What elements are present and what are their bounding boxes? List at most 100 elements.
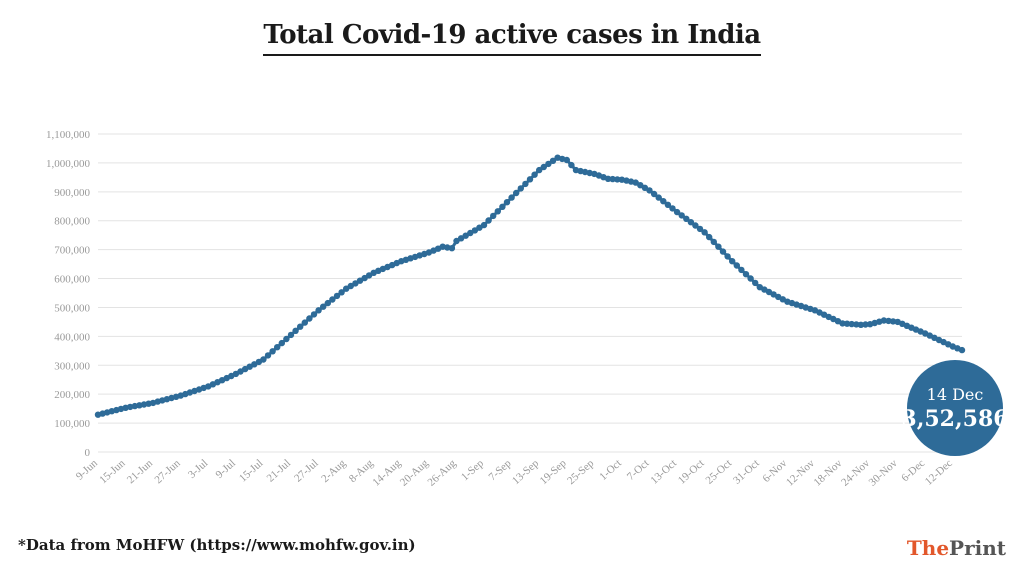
y-tick-label: 600,000 (54, 274, 90, 286)
data-point (287, 331, 295, 339)
x-tick-label: 2-Aug (319, 457, 348, 485)
x-tick-label: 26-Aug (425, 457, 458, 489)
x-tick-label: 31-Oct (731, 457, 762, 486)
y-tick-label: 700,000 (54, 245, 90, 257)
data-point (687, 219, 695, 226)
data-point (655, 194, 662, 201)
data-point (701, 229, 708, 236)
y-tick-label: 0 (85, 447, 91, 459)
y-tick-label: 200,000 (54, 389, 90, 401)
x-tick-label: 9-Jun (74, 457, 101, 483)
x-tick-label: 30-Nov (867, 457, 900, 489)
data-point (724, 253, 731, 260)
data-point (880, 317, 888, 324)
data-point (485, 217, 492, 224)
data-point (526, 176, 534, 183)
data-point (646, 187, 653, 194)
x-tick-label: 21-Jul (265, 457, 293, 484)
data-point (673, 208, 681, 216)
x-tick-label: 1-Sep (459, 457, 486, 483)
data-point (545, 160, 552, 168)
brand-part1: The (906, 536, 950, 560)
data-point (499, 203, 506, 210)
data-point (696, 225, 704, 233)
y-tick-label: 400,000 (54, 331, 90, 343)
data-point (958, 346, 966, 354)
x-tick-label: 24-Nov (839, 457, 872, 489)
data-point (563, 156, 570, 164)
data-point (683, 215, 690, 222)
data-point (650, 190, 658, 198)
data-point (274, 344, 281, 351)
x-tick-label: 20-Aug (398, 457, 431, 489)
data-point (568, 161, 575, 169)
data-point (278, 339, 285, 347)
data-point (480, 221, 488, 229)
y-axis-tick-labels: 0 100,000 200,000 300,000 400,000 500,000 600,… (46, 129, 91, 459)
y-tick-label: 300,000 (54, 360, 90, 372)
gridlines (98, 133, 962, 453)
y-tick-label: 100,000 (54, 418, 90, 430)
data-point (848, 320, 855, 328)
data-point (494, 208, 501, 215)
data-point (738, 266, 745, 274)
brand-part2: Print (949, 536, 1006, 560)
data-point (692, 222, 699, 229)
data-point (531, 171, 538, 178)
latest-value-callout: 14 Dec 3,52,586 (901, 360, 1009, 456)
data-point (614, 176, 621, 183)
data-point (448, 245, 456, 252)
data-point (729, 258, 736, 265)
data-point (710, 238, 717, 246)
y-tick-label: 1,000,000 (46, 158, 91, 170)
data-point (503, 199, 511, 206)
x-tick-label: 1-Oct (597, 457, 624, 483)
data-point (264, 352, 272, 359)
data-point (310, 311, 318, 318)
data-source-footnote: *Data from MoHFW (https://www.mohfw.gov.… (18, 536, 416, 554)
data-point (604, 175, 612, 182)
callout-value: 3,52,586 (901, 406, 1008, 432)
x-tick-label: 12-Nov (784, 457, 817, 489)
x-tick-label: 14-Aug (370, 457, 403, 489)
data-point (609, 175, 616, 183)
brand-logo: ThePrint (907, 536, 1006, 560)
data-point (292, 327, 299, 334)
y-tick-label: 800,000 (54, 216, 90, 228)
y-tick-label: 900,000 (54, 187, 90, 199)
data-point (857, 321, 865, 328)
data-point (315, 307, 322, 314)
data-point (306, 315, 313, 322)
data-point (517, 185, 524, 192)
data-point (522, 180, 529, 188)
data-point (742, 271, 750, 278)
x-tick-label: 25-Oct (703, 457, 734, 486)
x-tick-label: 12-Dec (923, 457, 955, 488)
callout-date: 14 Dec (927, 385, 984, 404)
data-point (540, 163, 547, 171)
data-point (843, 320, 851, 327)
x-tick-label: 13-Oct (648, 457, 679, 486)
data-point (862, 321, 869, 328)
data-point (324, 299, 331, 307)
data-point (283, 335, 290, 343)
data-point (260, 356, 267, 363)
x-tick-label: 19-Sep (538, 457, 570, 487)
data-point (536, 166, 543, 174)
x-tick-label: 9-Jul (214, 457, 238, 481)
x-tick-label: 27-Jul (292, 457, 320, 484)
data-point (733, 262, 740, 269)
title-wrapper: Total Covid-19 active cases in India (0, 20, 1024, 56)
data-point (549, 157, 557, 164)
data-point (333, 292, 341, 300)
data-point (320, 303, 327, 310)
data-point (678, 212, 685, 219)
y-tick-label: 500,000 (54, 302, 90, 314)
callout-circle (907, 360, 1003, 456)
data-point (715, 243, 722, 250)
data-point (669, 205, 676, 212)
data-point (508, 194, 515, 201)
x-tick-label: 21-Jun (125, 457, 156, 486)
